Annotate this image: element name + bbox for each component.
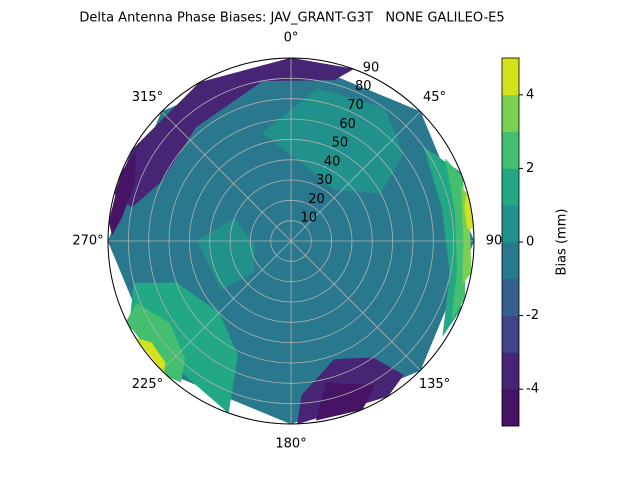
- r-tick-label: 80: [355, 79, 372, 94]
- contour-region: [315, 382, 375, 421]
- colorbar-band: [502, 205, 519, 243]
- grid-spoke: [161, 111, 292, 242]
- grid-spoke: [290, 240, 421, 371]
- colorbar-band: [502, 389, 519, 427]
- theta-tick-label: 315°: [132, 90, 163, 105]
- colorbar-band: [502, 352, 519, 390]
- theta-tick-label: 135°: [419, 377, 450, 392]
- grid-spoke: [161, 240, 292, 371]
- colorbar-tick-label: 4: [526, 87, 534, 102]
- chart-title: Delta Antenna Phase Biases: JAV_GRANT-G3…: [79, 11, 504, 26]
- contour-region: [464, 190, 474, 229]
- contour-region: [261, 88, 404, 194]
- theta-tick-label: 180°: [275, 437, 306, 452]
- colorbar-band: [502, 315, 519, 353]
- colorbar-band: [502, 131, 519, 169]
- r-tick-label: 60: [339, 117, 356, 132]
- colorbar-tick-label: -2: [526, 308, 539, 323]
- r-tick-label: 50: [332, 136, 349, 151]
- colorbar-band: [502, 278, 519, 316]
- colorbar-tick-label: 2: [526, 161, 534, 176]
- contour-region: [197, 217, 256, 291]
- colorbar: -4 -2 0 2 4 Bias (mm): [501, 57, 570, 427]
- r-tick-label: 40: [324, 154, 341, 169]
- colorbar-tick-label: 0: [526, 235, 534, 250]
- colorbar-tick-label: -4: [526, 382, 539, 397]
- r-tick-label: 10: [301, 211, 318, 226]
- theta-tick-label: 225°: [132, 377, 163, 392]
- theta-tick-label: 90: [486, 234, 503, 249]
- theta-tick-label: 270°: [72, 234, 103, 249]
- colorbar-band: [502, 58, 519, 96]
- colorbar-label: Bias (mm): [555, 209, 570, 276]
- theta-tick-label: 0°: [284, 31, 299, 46]
- colorbar-band: [502, 168, 519, 206]
- colorbar-band: [502, 94, 519, 132]
- polar-frame: [107, 57, 475, 425]
- r-tick-label: 70: [347, 98, 364, 113]
- grid-spoke: [290, 111, 421, 242]
- theta-tick-label: 45°: [423, 90, 446, 105]
- r-tick-label: 20: [308, 192, 325, 207]
- r-tick-label: 90: [363, 60, 380, 75]
- contour-region: [135, 337, 166, 374]
- colorbar-band: [502, 242, 519, 280]
- r-tick-label: 30: [316, 173, 333, 188]
